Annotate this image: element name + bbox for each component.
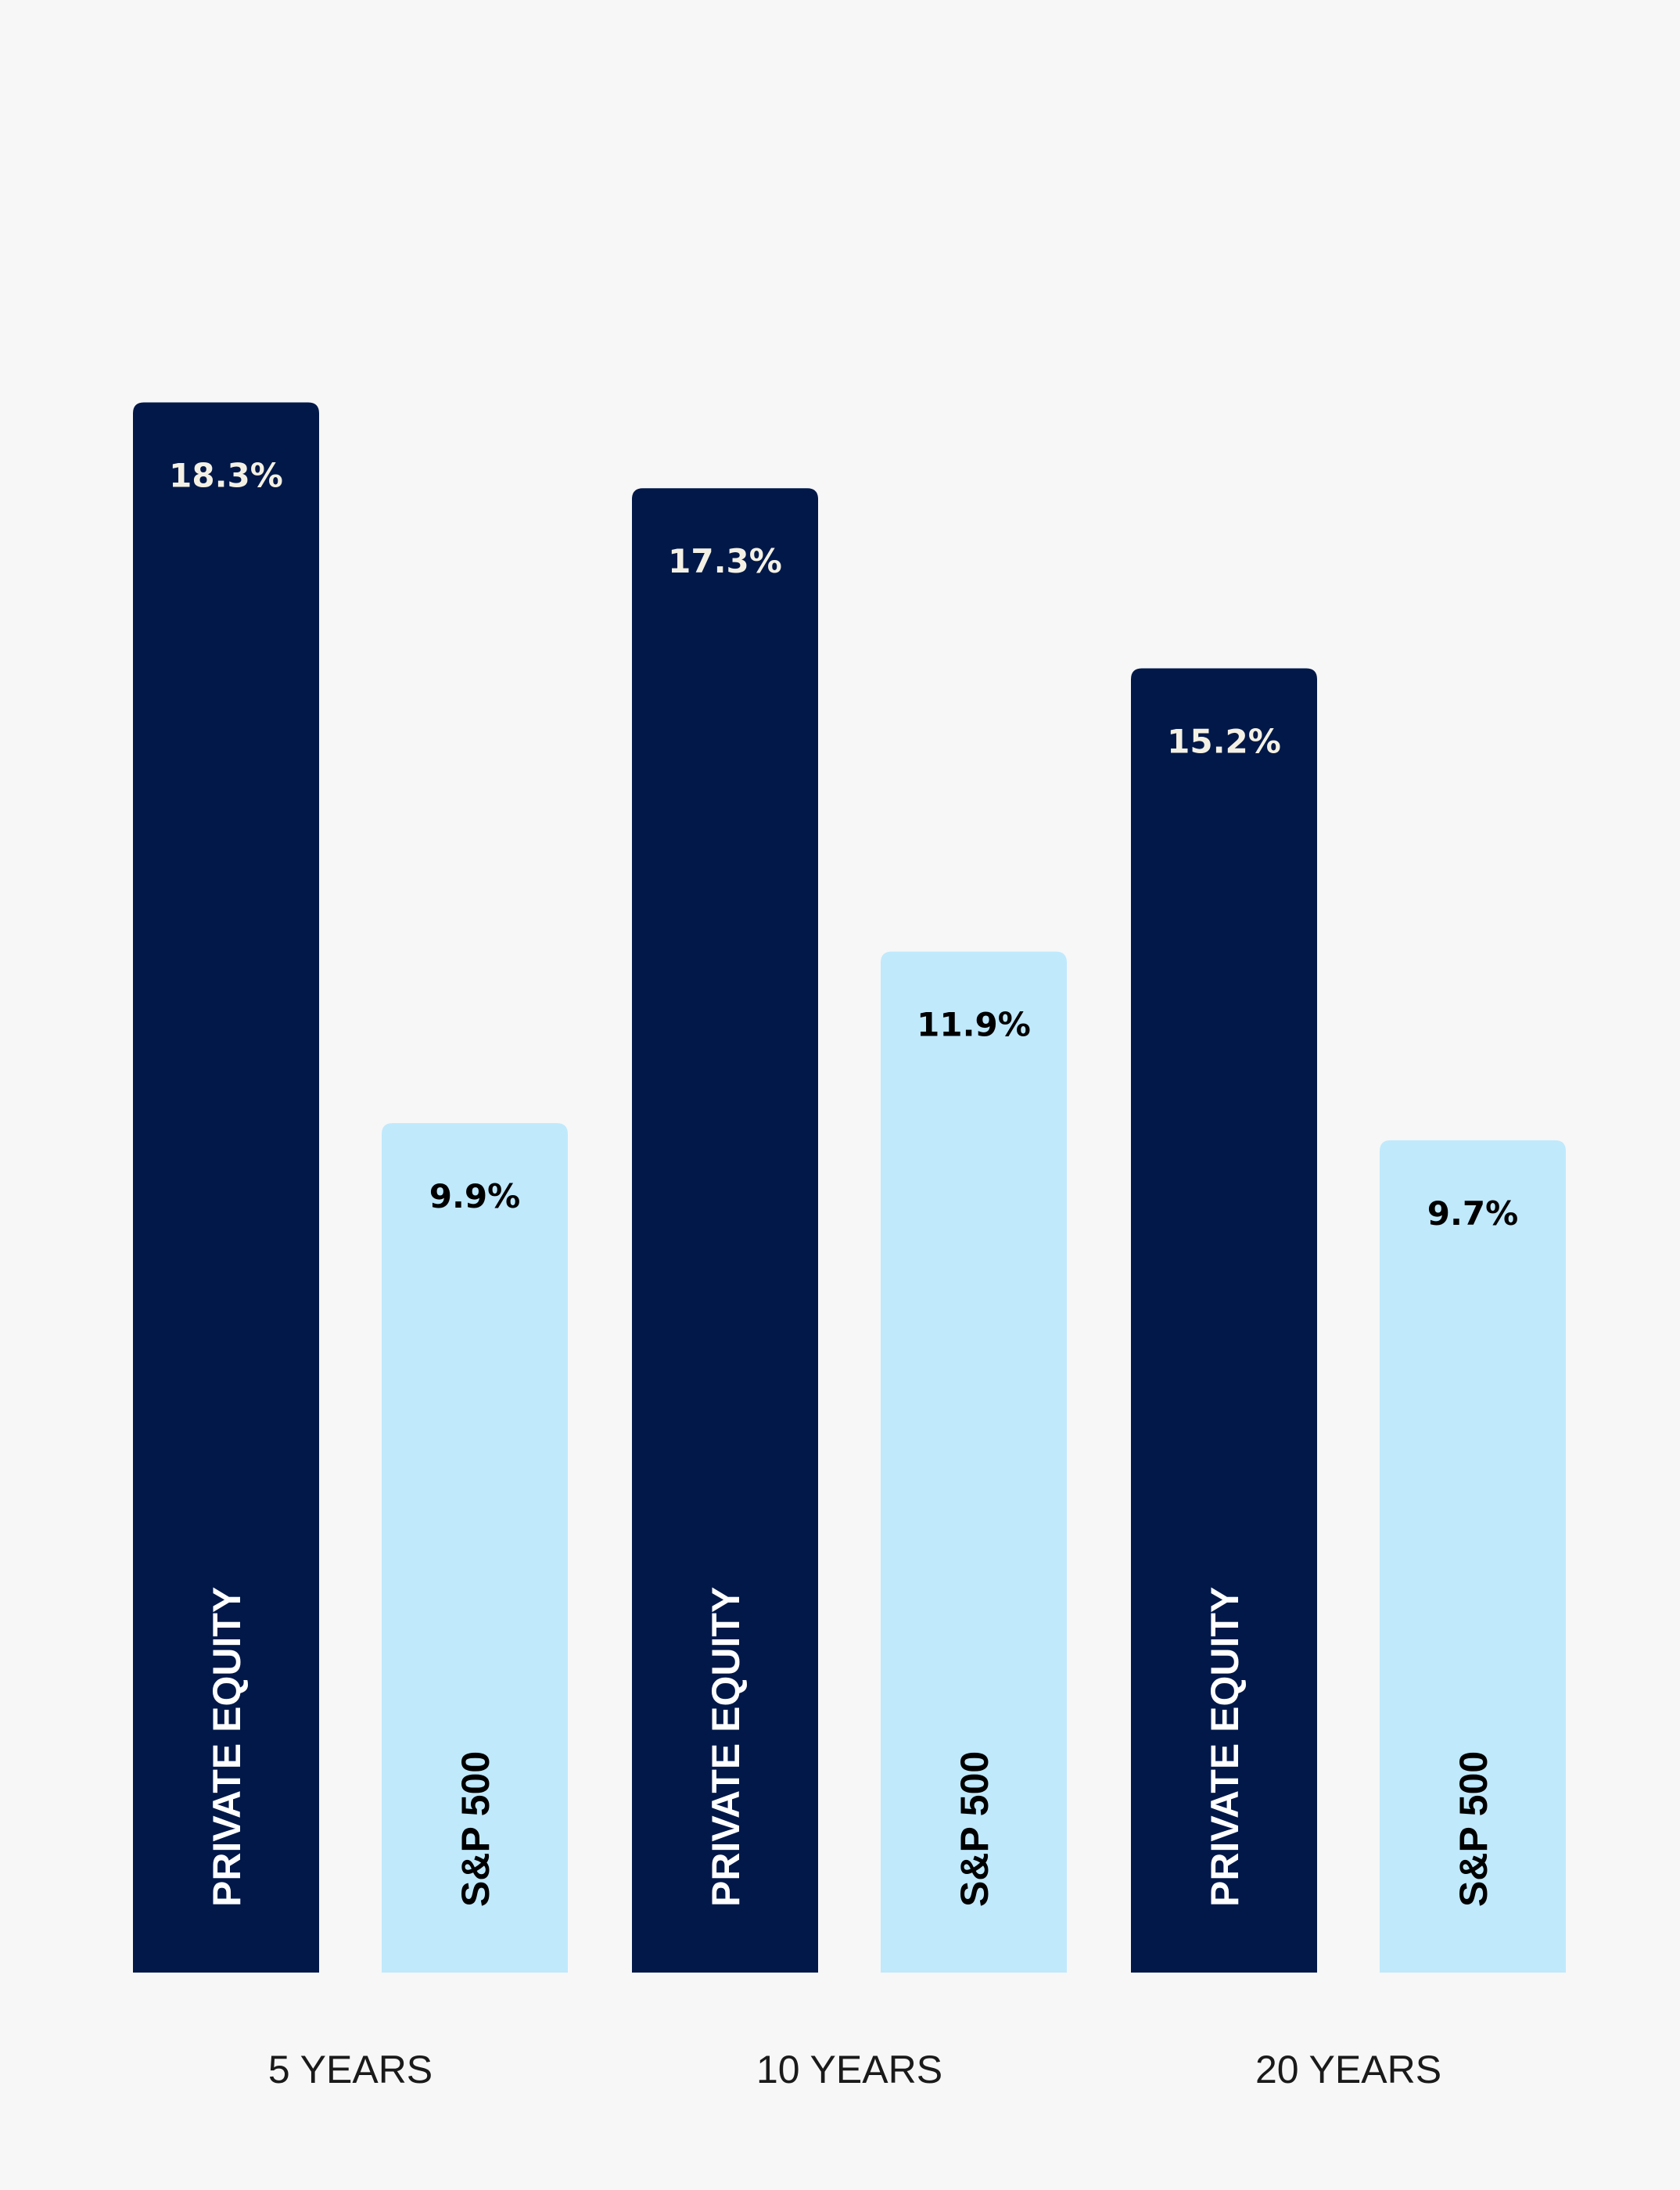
bar-sp500-0 (382, 1122, 568, 1973)
series-label-private-equity-1: PRIVATE EQUITY (704, 1587, 748, 1907)
value-label-private-equity-2: 15.2% (1167, 723, 1281, 761)
x-tick-label-1: 10 YEARS (756, 2048, 942, 2091)
x-tick-label-0: 5 YEARS (268, 2048, 433, 2091)
value-label-sp500-2: 9.7% (1427, 1194, 1518, 1233)
labels-layer: 18.3% PRIVATE EQUITY 9.9% S&P 500 17.3% PRIVA… (169, 456, 1518, 1907)
bar-private-equity-0 (133, 402, 319, 1973)
bar-sp500-1 (881, 951, 1067, 1973)
x-tick-label-2: 20 YEARS (1255, 2048, 1441, 2091)
series-label-sp500-2: S&P 500 (1452, 1751, 1495, 1907)
series-label-sp500-0: S&P 500 (454, 1751, 497, 1907)
series-label-private-equity-2: PRIVATE EQUITY (1203, 1587, 1247, 1907)
value-label-sp500-1: 11.9% (917, 1006, 1031, 1044)
value-label-private-equity-0: 18.3% (169, 456, 283, 494)
bar-sp500-2 (1380, 1140, 1566, 1973)
series-label-sp500-1: S&P 500 (953, 1751, 996, 1907)
bars-layer (133, 402, 1566, 1973)
series-label-private-equity-0: PRIVATE EQUITY (205, 1587, 249, 1907)
value-label-sp500-0: 9.9% (429, 1177, 520, 1215)
bar-private-equity-2 (1131, 668, 1317, 1973)
x-axis: 5 YEARS 10 YEARS 20 YEARS (268, 2048, 1441, 2091)
bar-private-equity-1 (632, 488, 818, 1973)
value-label-private-equity-1: 17.3% (668, 542, 782, 580)
